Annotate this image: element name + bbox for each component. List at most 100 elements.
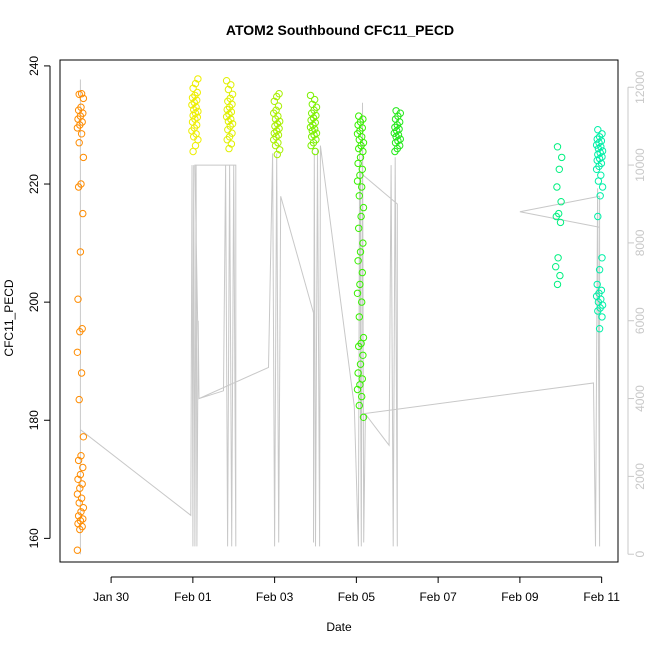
chart-title: ATOM2 Southbound CFC11_PECD — [226, 22, 454, 38]
data-point — [554, 254, 562, 262]
data-point — [359, 333, 368, 342]
data-point — [188, 101, 196, 109]
data-point — [74, 512, 83, 520]
data-point — [79, 94, 88, 103]
data-point — [75, 395, 83, 404]
data-point — [77, 130, 86, 138]
data-point — [553, 143, 562, 151]
data-point — [193, 96, 201, 104]
data-point — [273, 120, 281, 128]
y2-tick-label: 4000 — [633, 385, 647, 412]
y2-tick-label: 10000 — [633, 148, 647, 182]
series-cluster-1 — [73, 90, 88, 554]
data-point — [77, 90, 86, 98]
data-point — [227, 115, 235, 123]
data-point — [226, 94, 234, 103]
series-cluster-3 — [222, 77, 237, 153]
data-point — [194, 75, 202, 83]
data-point — [598, 130, 606, 138]
series-cluster-7 — [390, 107, 404, 156]
data-point — [357, 212, 365, 221]
series-cluster-5 — [306, 91, 321, 156]
data-point — [355, 192, 363, 200]
data-point — [354, 257, 362, 265]
data-point — [359, 413, 368, 421]
data-point — [76, 517, 85, 525]
data-point — [598, 147, 607, 155]
data-point — [395, 125, 403, 133]
data-point — [356, 248, 365, 256]
data-point — [192, 103, 200, 111]
data-point — [598, 313, 606, 321]
y-tick-label: 200 — [27, 292, 41, 312]
data-point — [273, 127, 281, 135]
data-point — [358, 298, 366, 306]
data-point — [598, 254, 606, 262]
data-point — [552, 263, 560, 271]
data-point — [311, 147, 319, 156]
x-tick-label: Feb 11 — [583, 590, 620, 604]
data-point — [356, 280, 364, 289]
data-point — [79, 463, 87, 472]
data-point — [228, 90, 237, 99]
x-tick-label: Feb 09 — [501, 590, 539, 604]
data-point — [311, 95, 319, 104]
data-point — [595, 266, 604, 274]
data-point — [73, 546, 82, 554]
data-point — [309, 121, 317, 129]
data-point — [359, 239, 367, 247]
data-point — [78, 480, 86, 488]
data-point — [593, 280, 601, 289]
data-point — [358, 392, 366, 401]
data-point — [556, 218, 565, 227]
y-axis-label: CFC11_PECD — [2, 279, 16, 356]
data-point — [190, 98, 199, 107]
data-point — [596, 192, 604, 200]
data-point — [270, 129, 278, 137]
data-point — [227, 108, 236, 116]
data-point — [222, 113, 231, 121]
data-point — [226, 122, 234, 130]
data-point — [396, 135, 404, 143]
y-axis: 160 180 200 220 240 — [27, 56, 51, 548]
data-point — [359, 351, 367, 359]
secondary-series-line — [79, 79, 601, 555]
x-tick-label: Feb 03 — [256, 590, 294, 604]
data-point — [276, 117, 284, 126]
series-cluster-6 — [353, 112, 368, 421]
data-point — [194, 107, 202, 116]
data-point — [73, 348, 82, 356]
data-point — [76, 484, 84, 492]
data-point — [188, 94, 197, 102]
data-point — [597, 286, 606, 294]
data-point — [555, 209, 563, 218]
data-point — [359, 203, 368, 212]
y-tick-label: 240 — [27, 56, 41, 76]
data-point — [557, 198, 565, 206]
x-tick-label: Feb 01 — [174, 590, 212, 604]
data-point — [79, 433, 88, 441]
data-point — [358, 268, 366, 277]
data-point — [358, 183, 366, 191]
data-point — [272, 106, 280, 114]
data-point — [74, 295, 82, 303]
data-point — [76, 248, 85, 256]
data-point — [594, 212, 602, 221]
data-point — [358, 375, 366, 383]
data-point — [79, 504, 88, 512]
x-tick-label: Feb 07 — [419, 590, 457, 604]
data-point — [227, 81, 235, 89]
data-point — [75, 139, 83, 147]
data-point — [593, 135, 601, 143]
data-point — [275, 90, 283, 98]
y-tick-label: 180 — [27, 410, 41, 430]
data-point — [356, 360, 365, 368]
data-point — [275, 124, 283, 133]
y2-tick-label: 2000 — [633, 463, 647, 490]
data-point — [556, 271, 564, 280]
data-point — [228, 120, 237, 128]
data-point — [193, 88, 202, 97]
secondary-line-layer — [79, 79, 601, 555]
points-layer — [73, 75, 607, 554]
x-axis-label: Date — [326, 620, 352, 634]
